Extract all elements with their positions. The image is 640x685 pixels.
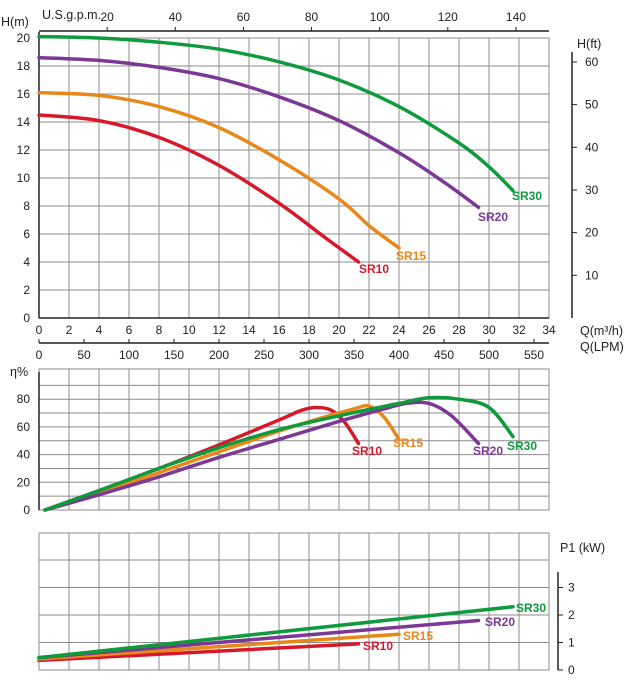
pow-label-sr10: SR10 <box>363 639 393 653</box>
flow-lpm-tick-150: 150 <box>164 348 184 362</box>
pow-label-sr15: SR15 <box>403 629 433 643</box>
flow-m3h-tick-2: 2 <box>66 323 73 337</box>
head-ft-tick-10: 10 <box>585 268 599 282</box>
usgpm-tick-20: 20 <box>100 10 114 24</box>
flow-m3h-tick-26: 26 <box>422 323 436 337</box>
eff-label-sr10: SR10 <box>352 444 382 458</box>
flow-m3h-tick-10: 10 <box>182 323 196 337</box>
head-left-tick-2: 2 <box>23 283 30 297</box>
flow-lpm-tick-200: 200 <box>209 348 229 362</box>
eff-curve-sr30 <box>43 395 515 512</box>
head-left-tick-6: 6 <box>23 227 30 241</box>
head-left-tick-16: 16 <box>17 87 31 101</box>
flow-lpm-tick-550: 550 <box>524 348 544 362</box>
head-curve-sr30 <box>37 34 515 193</box>
power-axis-title: P1 (kW) <box>560 541 605 555</box>
head-left-tick-4: 4 <box>23 255 30 269</box>
head-curve-sr15 <box>37 90 401 250</box>
head-curve-sr10 <box>37 113 361 264</box>
pow-label-sr20: SR20 <box>485 615 515 629</box>
usgpm-tick-80: 80 <box>305 10 319 24</box>
eff-tick-80: 80 <box>17 392 31 406</box>
flow-m3h-tick-4: 4 <box>96 323 103 337</box>
head-label-sr15: SR15 <box>396 249 426 263</box>
flow-m3h-axis-title: Q(m³/h) <box>580 324 623 338</box>
flow-m3h-tick-6: 6 <box>126 323 133 337</box>
flow-m3h-tick-18: 18 <box>302 323 316 337</box>
power-tick-0: 0 <box>568 663 575 677</box>
flow-m3h-tick-22: 22 <box>362 323 376 337</box>
head-ft-tick-40: 40 <box>585 140 599 154</box>
head-label-sr20: SR20 <box>478 210 508 224</box>
head-label-sr30: SR30 <box>512 189 542 203</box>
head-ft-tick-20: 20 <box>585 226 599 240</box>
flow-lpm-tick-350: 350 <box>344 348 364 362</box>
head-ft-tick-30: 30 <box>585 183 599 197</box>
flow-m3h-tick-24: 24 <box>392 323 406 337</box>
eff-label-sr30: SR30 <box>507 439 537 453</box>
flow-m3h-tick-32: 32 <box>512 323 526 337</box>
flow-lpm-tick-450: 450 <box>434 348 454 362</box>
flow-lpm-tick-250: 250 <box>254 348 274 362</box>
flow-lpm-tick-0: 0 <box>36 348 43 362</box>
flow-lpm-axis-title: Q(LPM) <box>580 340 624 354</box>
flow-lpm-tick-100: 100 <box>119 348 139 362</box>
power-tick-1: 1 <box>568 636 575 650</box>
flow-m3h-tick-28: 28 <box>452 323 466 337</box>
flow-m3h-tick-30: 30 <box>482 323 496 337</box>
power-tick-3: 3 <box>568 581 575 595</box>
pow-label-sr30: SR30 <box>516 601 546 615</box>
head-m-axis-title: H(m) <box>1 15 29 29</box>
head-ft-tick-50: 50 <box>585 98 599 112</box>
head-left-tick-10: 10 <box>17 171 31 185</box>
pow-panel-frame <box>38 532 550 671</box>
head-left-tick-0: 0 <box>23 311 30 325</box>
eff-tick-0: 0 <box>23 503 30 517</box>
power-curve-sr30 <box>37 605 515 660</box>
flow-lpm-tick-500: 500 <box>479 348 499 362</box>
flow-m3h-tick-16: 16 <box>272 323 286 337</box>
series-curves <box>37 34 515 663</box>
usgpm-tick-140: 140 <box>506 10 526 24</box>
power-tick-2: 2 <box>568 608 575 622</box>
usgpm-tick-120: 120 <box>438 10 458 24</box>
efficiency-axis-title: η% <box>10 365 28 379</box>
head-left-tick-18: 18 <box>17 59 31 73</box>
head-ft-tick-60: 60 <box>585 55 599 69</box>
flow-m3h-tick-14: 14 <box>242 323 256 337</box>
power-curve-sr15 <box>37 632 401 661</box>
eff-label-sr15: SR15 <box>393 436 423 450</box>
eff-tick-40: 40 <box>17 448 31 462</box>
usgpm-axis-title: U.S.g.p.m. <box>42 8 101 22</box>
flow-m3h-tick-8: 8 <box>156 323 163 337</box>
eff-curve-sr20 <box>43 400 481 512</box>
flow-m3h-tick-20: 20 <box>332 323 346 337</box>
usgpm-tick-60: 60 <box>237 10 251 24</box>
head-left-tick-8: 8 <box>23 199 30 213</box>
flow-lpm-tick-50: 50 <box>77 348 91 362</box>
eff-label-sr20: SR20 <box>473 444 503 458</box>
grid-lines <box>38 37 550 671</box>
head-left-tick-14: 14 <box>17 115 31 129</box>
usgpm-tick-100: 100 <box>370 10 390 24</box>
head-left-tick-20: 20 <box>17 31 31 45</box>
power-curve-sr10 <box>37 642 361 663</box>
usgpm-tick-40: 40 <box>169 10 183 24</box>
flow-m3h-tick-12: 12 <box>212 323 226 337</box>
flow-lpm-tick-400: 400 <box>389 348 409 362</box>
head-ft-axis-title: H(ft) <box>577 37 601 51</box>
eff-tick-60: 60 <box>17 420 31 434</box>
flow-lpm-tick-300: 300 <box>299 348 319 362</box>
flow-m3h-tick-34: 34 <box>542 323 556 337</box>
head-curve-sr20 <box>37 55 481 210</box>
head-left-tick-12: 12 <box>17 143 31 157</box>
flow-m3h-tick-0: 0 <box>36 323 43 337</box>
head-label-sr10: SR10 <box>359 262 389 276</box>
eff-tick-20: 20 <box>17 475 31 489</box>
